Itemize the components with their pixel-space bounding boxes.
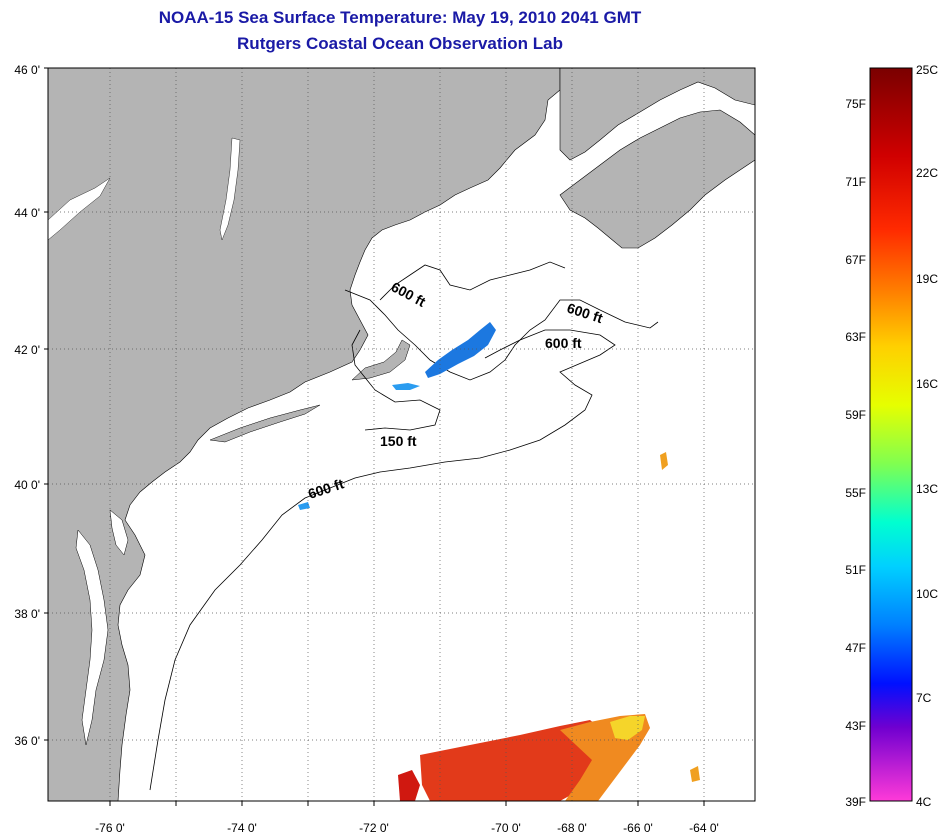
chesapeake-bay — [75, 529, 109, 746]
lon-label: -72 0' — [359, 821, 389, 835]
lat-label: 36 0' — [14, 734, 40, 748]
axis-ticks — [44, 67, 705, 806]
cb-c-label: 7C — [916, 691, 932, 705]
lat-label: 40 0' — [14, 478, 40, 492]
lat-label: 46 0' — [14, 63, 40, 77]
lon-label: -68 0' — [557, 821, 587, 835]
cb-c-label: 22C — [916, 166, 938, 180]
cb-f-label: 67F — [845, 253, 866, 267]
cb-c-label: 25C — [916, 63, 938, 77]
lon-label: -64 0' — [689, 821, 719, 835]
contour-label: 150 ft — [380, 433, 417, 449]
contour-label: 600 ft — [545, 335, 582, 351]
lat-label: 42 0' — [14, 343, 40, 357]
cb-f-label: 59F — [845, 408, 866, 422]
lat-label: 38 0' — [14, 607, 40, 621]
sst-red-blob — [398, 770, 420, 801]
cb-f-label: 75F — [845, 97, 866, 111]
long-island — [209, 404, 321, 443]
cb-f-label: 39F — [845, 795, 866, 809]
land-nova-scotia — [559, 109, 755, 249]
cb-f-label: 51F — [845, 563, 866, 577]
land-mainland — [48, 68, 561, 801]
sst-yellow-patch — [610, 716, 645, 740]
cb-f-label: 71F — [845, 175, 866, 189]
cape-cod — [351, 339, 411, 381]
cb-c-label: 10C — [916, 587, 938, 601]
cb-c-label: 19C — [916, 272, 938, 286]
lat-label: 44 0' — [14, 206, 40, 220]
cb-c-label: 16C — [916, 377, 938, 391]
land-nb-strip — [559, 68, 755, 161]
lon-label: -76 0' — [95, 821, 125, 835]
map-title: NOAA-15 Sea Surface Temperature: May 19,… — [158, 8, 642, 27]
cb-f-label: 55F — [845, 486, 866, 500]
map-subtitle: Rutgers Coastal Ocean Observation Lab — [237, 34, 563, 53]
cb-c-label: 13C — [916, 482, 938, 496]
bathymetry-contours — [149, 261, 659, 791]
longitude-labels: -76 0' -74 0' -72 0' -70 0' -68 0' -66 0… — [95, 821, 719, 835]
cb-f-label: 43F — [845, 719, 866, 733]
sst-warm-swath — [420, 720, 600, 801]
sst-cool-streak — [392, 383, 420, 390]
sst-cold-patch — [425, 322, 496, 378]
cb-c-label: 4C — [916, 795, 932, 809]
cb-f-label: 47F — [845, 641, 866, 655]
lon-label: -70 0' — [491, 821, 521, 835]
latitude-labels: 46 0' 44 0' 42 0' 40 0' 38 0' 36 0' — [14, 63, 40, 748]
delaware-bay — [109, 509, 129, 556]
lake-champlain — [219, 137, 241, 241]
colorbar-celsius-labels: 25C 22C 19C 16C 13C 10C 7C 4C — [916, 63, 938, 809]
colorbar-fahrenheit-labels: 75F 71F 67F 63F 59F 55F 51F 47F 43F 39F — [845, 97, 866, 809]
lon-label: -66 0' — [623, 821, 653, 835]
sst-cool-dot — [298, 502, 310, 510]
lake-ontario-edge — [48, 177, 111, 241]
lon-label: -74 0' — [227, 821, 257, 835]
cb-f-label: 63F — [845, 330, 866, 344]
colorbar — [869, 67, 913, 802]
